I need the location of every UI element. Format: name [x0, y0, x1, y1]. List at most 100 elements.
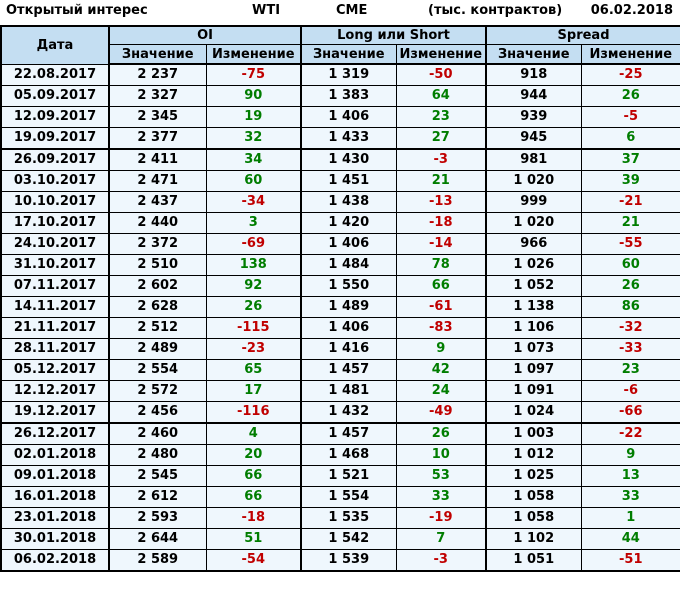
- table-row: 05.12.2017 2 554 65 1 457 42 1 097 23: [0, 359, 680, 381]
- open-interest-table: Дата OI Long или Short Spread Значение И…: [0, 25, 680, 572]
- oi-change-cell: 66: [205, 486, 302, 508]
- spread-value-cell: 1 052: [485, 275, 582, 297]
- oi-change-cell: 26: [205, 296, 302, 318]
- report-date-label: 06.02.2018: [590, 3, 673, 18]
- oi-value-cell: 2 237: [108, 63, 207, 86]
- spread-value-cell: 1 073: [485, 338, 582, 360]
- ls-value-cell: 1 416: [300, 338, 397, 360]
- ls-change-cell: -13: [395, 191, 487, 213]
- spread-value-cell: 1 003: [485, 422, 582, 445]
- ls-value-cell: 1 451: [300, 170, 397, 192]
- spread-change-cell: 9: [580, 444, 680, 466]
- spread-change-cell: 33: [580, 486, 680, 508]
- date-cell: 26.12.2017: [0, 422, 110, 445]
- spread-change-cell: -5: [580, 106, 680, 128]
- spread-value-cell: 1 025: [485, 465, 582, 487]
- ls-change-cell: -61: [395, 296, 487, 318]
- ls-value-cell: 1 406: [300, 317, 397, 339]
- oi-change-cell: 92: [205, 275, 302, 297]
- ls-value-cell: 1 535: [300, 507, 397, 529]
- ls-change-cell: -83: [395, 317, 487, 339]
- table-row: 23.01.2018 2 593 -18 1 535 -19 1 058 1: [0, 507, 680, 529]
- table-row: 05.09.2017 2 327 90 1 383 64 944 26: [0, 85, 680, 107]
- ls-value-cell: 1 457: [300, 422, 397, 445]
- spread-value-cell: 945: [485, 127, 582, 150]
- ls-change-cell: 26: [395, 422, 487, 445]
- spread-value-cell: 1 026: [485, 254, 582, 276]
- oi-value-cell: 2 612: [108, 486, 207, 508]
- spread-change-cell: -66: [580, 401, 680, 424]
- spread-value-cell: 1 020: [485, 212, 582, 234]
- spread-change-cell: 23: [580, 359, 680, 381]
- oi-change-cell: -54: [205, 549, 302, 572]
- ls-value-cell: 1 484: [300, 254, 397, 276]
- oi-change-cell: -116: [205, 401, 302, 424]
- ls-value-cell: 1 420: [300, 212, 397, 234]
- oi-change-cell: -34: [205, 191, 302, 213]
- spread-value-cell: 1 051: [485, 549, 582, 572]
- instrument-label: WTI: [252, 3, 281, 18]
- ls-value-cell: 1 550: [300, 275, 397, 297]
- table-row: 19.12.2017 2 456 -116 1 432 -49 1 024 -66: [0, 401, 680, 424]
- date-cell: 26.09.2017: [0, 148, 110, 171]
- date-cell: 28.11.2017: [0, 338, 110, 360]
- ls-value-cell: 1 432: [300, 401, 397, 424]
- table-row: 06.02.2018 2 589 -54 1 539 -3 1 051 -51: [0, 549, 680, 572]
- spread-value-cell: 944: [485, 85, 582, 107]
- oi-value-cell: 2 345: [108, 106, 207, 128]
- spread-change-cell: -51: [580, 549, 680, 572]
- oi-value-cell: 2 572: [108, 380, 207, 402]
- date-cell: 22.08.2017: [0, 63, 110, 86]
- table-row: 26.09.2017 2 411 34 1 430 -3 981 37: [0, 148, 680, 171]
- column-group-long-short: Long или Short: [300, 25, 487, 45]
- spread-change-cell: 26: [580, 275, 680, 297]
- table-row: 26.12.2017 2 460 4 1 457 26 1 003 -22: [0, 422, 680, 445]
- oi-value-cell: 2 545: [108, 465, 207, 487]
- table-row: 30.01.2018 2 644 51 1 542 7 1 102 44: [0, 528, 680, 550]
- ls-change-cell: 78: [395, 254, 487, 276]
- table-row: 12.12.2017 2 572 17 1 481 24 1 091 -6: [0, 380, 680, 402]
- date-cell: 03.10.2017: [0, 170, 110, 192]
- date-cell: 07.11.2017: [0, 275, 110, 297]
- header-group-row: Дата OI Long или Short Spread: [0, 25, 680, 65]
- oi-change-cell: 4: [205, 422, 302, 445]
- column-header-oi-change: Изменение: [205, 44, 302, 65]
- oi-value-cell: 2 411: [108, 148, 207, 171]
- ls-value-cell: 1 554: [300, 486, 397, 508]
- spread-change-cell: 39: [580, 170, 680, 192]
- oi-change-cell: 138: [205, 254, 302, 276]
- ls-value-cell: 1 319: [300, 63, 397, 86]
- date-cell: 12.12.2017: [0, 380, 110, 402]
- table-row: 03.10.2017 2 471 60 1 451 21 1 020 39: [0, 170, 680, 192]
- table-row: 22.08.2017 2 237 -75 1 319 -50 918 -25: [0, 63, 680, 86]
- oi-value-cell: 2 471: [108, 170, 207, 192]
- spread-value-cell: 966: [485, 233, 582, 255]
- units-label: (тыс. контрактов): [428, 3, 563, 18]
- table-row: 14.11.2017 2 628 26 1 489 -61 1 138 86: [0, 296, 680, 318]
- ls-change-cell: -3: [395, 148, 487, 171]
- ls-change-cell: 24: [395, 380, 487, 402]
- spread-value-cell: 1 058: [485, 486, 582, 508]
- oi-value-cell: 2 554: [108, 359, 207, 381]
- spread-change-cell: -25: [580, 63, 680, 86]
- column-header-date: Дата: [0, 25, 110, 65]
- oi-value-cell: 2 327: [108, 85, 207, 107]
- date-cell: 06.02.2018: [0, 549, 110, 572]
- date-cell: 19.09.2017: [0, 127, 110, 150]
- oi-value-cell: 2 510: [108, 254, 207, 276]
- oi-value-cell: 2 589: [108, 549, 207, 572]
- column-header-ls-change: Изменение: [395, 44, 487, 65]
- table-row: 09.01.2018 2 545 66 1 521 53 1 025 13: [0, 465, 680, 487]
- date-cell: 14.11.2017: [0, 296, 110, 318]
- ls-value-cell: 1 430: [300, 148, 397, 171]
- oi-value-cell: 2 628: [108, 296, 207, 318]
- oi-value-cell: 2 602: [108, 275, 207, 297]
- spread-value-cell: 1 024: [485, 401, 582, 424]
- ls-change-cell: 23: [395, 106, 487, 128]
- oi-change-cell: -18: [205, 507, 302, 529]
- date-cell: 05.09.2017: [0, 85, 110, 107]
- table-row: 16.01.2018 2 612 66 1 554 33 1 058 33: [0, 486, 680, 508]
- spread-value-cell: 918: [485, 63, 582, 86]
- spread-value-cell: 1 106: [485, 317, 582, 339]
